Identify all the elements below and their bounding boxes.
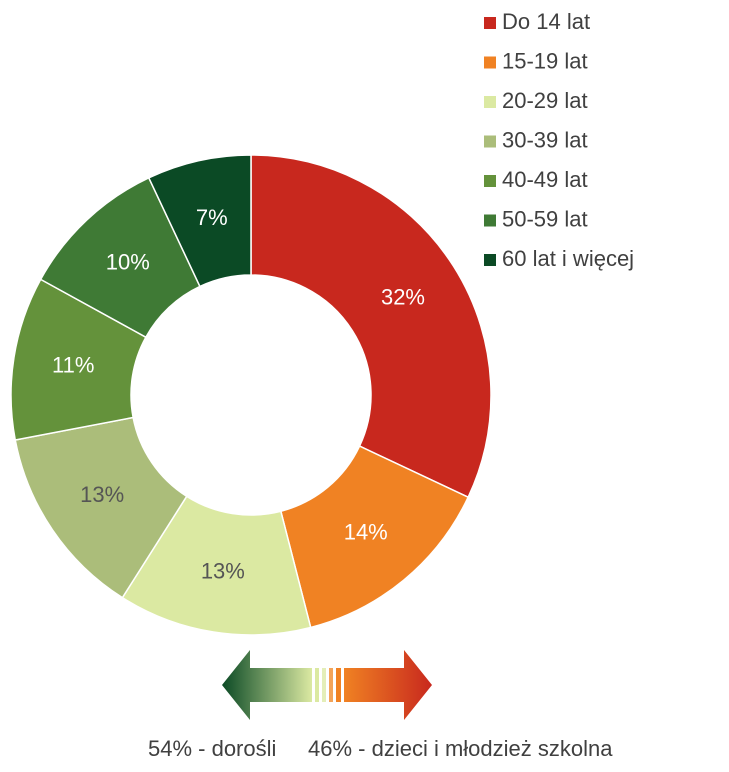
legend-swatch [484, 56, 496, 69]
legend-label: 40-49 lat [502, 167, 588, 192]
legend-swatch [484, 96, 496, 108]
donut-slice [121, 495, 312, 636]
annotation: 54% - dorośli [148, 736, 276, 761]
legend-swatch [484, 175, 496, 187]
legend-swatch [484, 254, 496, 266]
data-label: 13% [201, 559, 245, 584]
legend-label: 60 lat i więcej [502, 246, 634, 271]
data-label: 32% [381, 284, 425, 309]
donut-slice [14, 416, 188, 599]
legend-label: Do 14 lat [502, 9, 590, 34]
data-label: 13% [80, 482, 124, 507]
data-label: 14% [344, 520, 388, 545]
legend-label: 15-19 lat [502, 48, 588, 73]
data-label: 10% [106, 250, 150, 275]
age-arrow [222, 650, 432, 720]
legend-swatch [484, 135, 496, 148]
annotation: 46% - dzieci i młodzież szkolna [308, 736, 613, 761]
data-label: 11% [52, 353, 94, 378]
donut-slice [250, 154, 492, 499]
legend-swatch [484, 214, 496, 227]
donut-slice [147, 154, 252, 288]
legend-label: 50-59 lat [502, 206, 588, 231]
legend-label: 30-39 lat [502, 127, 588, 152]
data-label: 7% [196, 205, 228, 230]
legend-label: 20-29 lat [502, 88, 588, 113]
legend-swatch [484, 17, 496, 29]
donut-slice [279, 445, 470, 629]
